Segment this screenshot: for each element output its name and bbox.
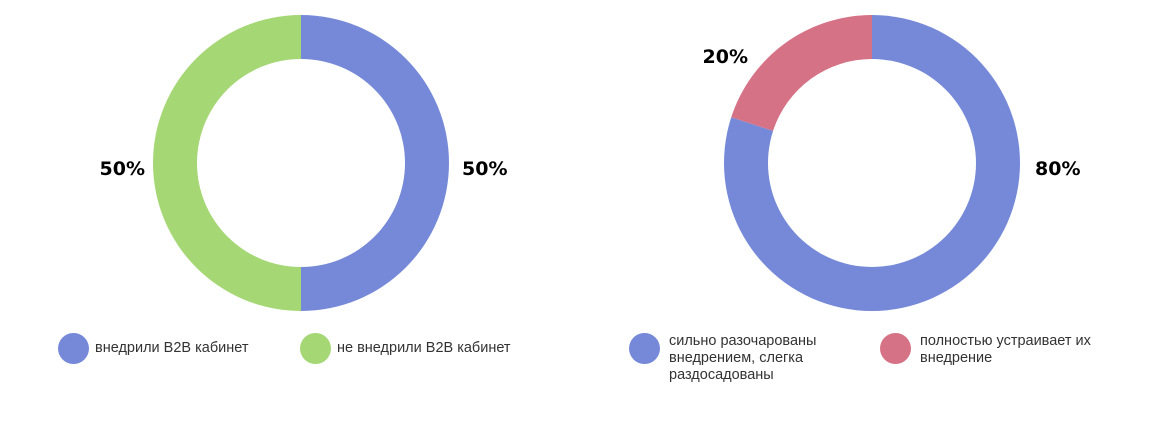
- legend-item-3: сильно разочарованы внедрением, слегка р…: [629, 333, 859, 384]
- donut2-slice-2-label: 20%: [703, 46, 748, 68]
- legend-item-1: внедрили B2B кабинет: [58, 333, 278, 364]
- legend-swatch-3: [629, 333, 660, 364]
- legend-swatch-1: [58, 333, 89, 364]
- legend-label-3: сильно разочарованы внедрением, слегка р…: [669, 333, 817, 383]
- donut2-slice-1-label: 80%: [1035, 158, 1080, 180]
- legend-label-4: полностью устраивает их внедрение: [920, 333, 1091, 366]
- legend-swatch-4: [880, 333, 911, 364]
- donut-chart-1: 50% 50%: [100, 15, 507, 311]
- donut1-slice-2: [153, 15, 301, 311]
- legend-item-4: полностью устраивает их внедрение: [880, 333, 1140, 367]
- donut1-slice-2-label: 50%: [100, 158, 145, 180]
- legend-label-1: внедрили B2B кабинет: [95, 340, 249, 356]
- donut1-slice-1-label: 50%: [462, 158, 507, 180]
- legend-label-2: не внедрили B2B кабинет: [337, 340, 511, 356]
- donut-chart-2: 80% 20%: [703, 15, 1080, 311]
- legend-swatch-2: [300, 333, 331, 364]
- donut1-slice-1: [301, 15, 449, 311]
- donut2-slice-1: [724, 15, 1020, 311]
- legend-item-2: не внедрили B2B кабинет: [300, 333, 560, 364]
- donut2-slice-2: [731, 15, 872, 131]
